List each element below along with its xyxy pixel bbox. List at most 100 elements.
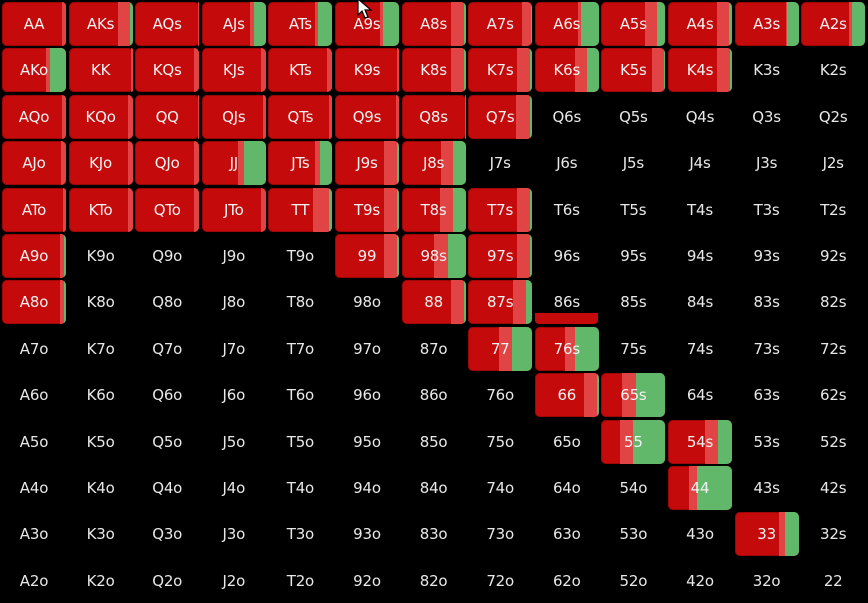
hand-cell-j4s[interactable]: J4s: [668, 141, 732, 185]
hand-cell-32o[interactable]: 32o: [735, 559, 799, 603]
hand-cell-jto[interactable]: JTo: [201, 187, 266, 232]
hand-cell-k7o[interactable]: K7o: [69, 327, 133, 371]
hand-cell-t2o[interactable]: T2o: [268, 559, 332, 603]
hand-cell-t4s[interactable]: T4s: [668, 188, 732, 232]
hand-cell-j3s[interactable]: J3s: [735, 141, 799, 185]
hand-cell-93s[interactable]: 93s: [735, 234, 799, 278]
hand-cell-83s[interactable]: 83s: [735, 280, 799, 324]
hand-cell-98s[interactable]: 98s: [401, 234, 466, 278]
hand-cell-kts[interactable]: KTs: [268, 48, 333, 93]
hand-cell-q5o[interactable]: Q5o: [135, 420, 199, 464]
hand-cell-74s[interactable]: 74s: [668, 327, 732, 371]
hand-cell-82s[interactable]: 82s: [801, 280, 865, 324]
hand-cell-q8s[interactable]: Q8s: [401, 94, 466, 139]
hand-cell-aks[interactable]: AKs: [68, 2, 133, 46]
hand-cell-a2s[interactable]: A2s: [801, 2, 866, 46]
hand-cell-k3s[interactable]: K3s: [735, 48, 799, 92]
hand-cell-kk[interactable]: KK: [68, 48, 133, 93]
hand-cell-j8o[interactable]: J8o: [202, 280, 266, 324]
hand-cell-j6s[interactable]: J6s: [535, 141, 599, 185]
hand-cell-t3s[interactable]: T3s: [735, 188, 799, 232]
hand-cell-qjo[interactable]: QJo: [135, 141, 200, 186]
hand-cell-kjs[interactable]: KJs: [201, 48, 266, 93]
hand-cell-74o[interactable]: 74o: [468, 466, 532, 510]
hand-cell-t6o[interactable]: T6o: [268, 373, 332, 417]
hand-cell-94s[interactable]: 94s: [668, 234, 732, 278]
hand-cell-22[interactable]: 22: [801, 559, 865, 603]
hand-cell-a4s[interactable]: A4s: [668, 2, 732, 46]
hand-cell-t6s[interactable]: T6s: [535, 188, 599, 232]
hand-cell-j2s[interactable]: J2s: [801, 141, 865, 185]
hand-cell-a7o[interactable]: A7o: [2, 327, 66, 371]
hand-cell-k5o[interactable]: K5o: [69, 420, 133, 464]
hand-cell-a9o[interactable]: A9o: [2, 234, 66, 278]
hand-cell-ajo[interactable]: AJo: [2, 141, 66, 186]
hand-cell-a6s[interactable]: A6s: [534, 2, 599, 46]
hand-cell-43o[interactable]: 43o: [668, 512, 732, 556]
hand-cell-t3o[interactable]: T3o: [268, 512, 332, 556]
hand-cell-88[interactable]: 88: [401, 280, 466, 325]
hand-cell-j5o[interactable]: J5o: [202, 420, 266, 464]
hand-cell-t5s[interactable]: T5s: [601, 188, 665, 232]
hand-cell-k2s[interactable]: K2s: [801, 48, 865, 92]
hand-cell-93o[interactable]: 93o: [335, 512, 399, 556]
hand-cell-qto[interactable]: QTo: [135, 187, 200, 232]
hand-cell-qjs[interactable]: QJs: [201, 94, 266, 139]
hand-cell-a4o[interactable]: A4o: [2, 466, 66, 510]
hand-cell-44[interactable]: 44: [668, 466, 732, 510]
hand-cell-72o[interactable]: 72o: [468, 559, 532, 603]
hand-cell-q4s[interactable]: Q4s: [668, 95, 732, 139]
hand-cell-q7o[interactable]: Q7o: [135, 327, 199, 371]
hand-cell-q8o[interactable]: Q8o: [135, 280, 199, 324]
hand-cell-q3s[interactable]: Q3s: [735, 95, 799, 139]
hand-cell-85o[interactable]: 85o: [402, 420, 466, 464]
hand-cell-j3o[interactable]: J3o: [202, 512, 266, 556]
hand-cell-83o[interactable]: 83o: [402, 512, 466, 556]
hand-cell-k5s[interactable]: K5s: [601, 48, 666, 93]
hand-cell-j2o[interactable]: J2o: [202, 559, 266, 603]
hand-cell-98o[interactable]: 98o: [335, 280, 399, 324]
hand-cell-k6o[interactable]: K6o: [69, 373, 133, 417]
hand-cell-ajs[interactable]: AJs: [201, 2, 266, 46]
hand-cell-87s[interactable]: 87s: [468, 280, 533, 325]
hand-cell-kqs[interactable]: KQs: [135, 48, 200, 93]
hand-cell-95s[interactable]: 95s: [601, 234, 665, 278]
hand-cell-q2o[interactable]: Q2o: [135, 559, 199, 603]
hand-cell-q6o[interactable]: Q6o: [135, 373, 199, 417]
hand-cell-96s[interactable]: 96s: [535, 234, 599, 278]
hand-cell-t5o[interactable]: T5o: [268, 420, 332, 464]
hand-cell-95o[interactable]: 95o: [335, 420, 399, 464]
hand-cell-75o[interactable]: 75o: [468, 420, 532, 464]
hand-cell-k2o[interactable]: K2o: [69, 559, 133, 603]
hand-cell-j7s[interactable]: J7s: [468, 141, 532, 185]
hand-cell-kqo[interactable]: KQo: [68, 94, 133, 139]
hand-cell-66[interactable]: 66: [534, 373, 599, 418]
hand-cell-64s[interactable]: 64s: [668, 373, 732, 417]
hand-cell-97s[interactable]: 97s: [468, 234, 533, 278]
hand-cell-q6s[interactable]: Q6s: [535, 95, 599, 139]
hand-cell-q9s[interactable]: Q9s: [335, 94, 399, 139]
hand-cell-q2s[interactable]: Q2s: [801, 95, 865, 139]
hand-cell-42o[interactable]: 42o: [668, 559, 732, 603]
hand-cell-tt[interactable]: TT: [268, 187, 333, 232]
hand-cell-84o[interactable]: 84o: [402, 466, 466, 510]
hand-cell-kjo[interactable]: KJo: [68, 141, 133, 186]
hand-cell-t7s[interactable]: T7s: [468, 187, 533, 232]
hand-cell-92o[interactable]: 92o: [335, 559, 399, 603]
hand-cell-77[interactable]: 77: [468, 326, 533, 371]
hand-cell-kto[interactable]: KTo: [68, 187, 133, 232]
hand-cell-q7s[interactable]: Q7s: [468, 94, 533, 139]
hand-cell-92s[interactable]: 92s: [801, 234, 865, 278]
hand-cell-53o[interactable]: 53o: [601, 512, 665, 556]
hand-cell-qts[interactable]: QTs: [268, 94, 333, 139]
hand-cell-76o[interactable]: 76o: [468, 373, 532, 417]
hand-cell-32s[interactable]: 32s: [801, 512, 865, 556]
hand-cell-t4o[interactable]: T4o: [268, 466, 332, 510]
hand-cell-t2s[interactable]: T2s: [801, 188, 865, 232]
hand-cell-t7o[interactable]: T7o: [268, 327, 332, 371]
hand-cell-43s[interactable]: 43s: [735, 466, 799, 510]
hand-cell-jj[interactable]: JJ: [201, 141, 266, 186]
hand-cell-t9s[interactable]: T9s: [335, 187, 399, 232]
hand-cell-63o[interactable]: 63o: [535, 512, 599, 556]
hand-cell-62s[interactable]: 62s: [801, 373, 865, 417]
